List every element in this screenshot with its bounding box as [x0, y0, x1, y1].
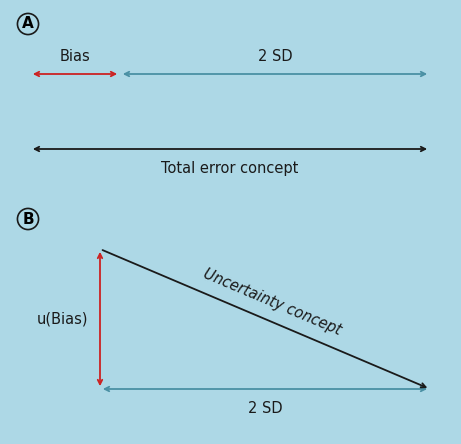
- Text: 2 SD: 2 SD: [258, 49, 292, 64]
- Text: Uncertainty concept: Uncertainty concept: [201, 266, 343, 338]
- Text: Bias: Bias: [59, 49, 90, 64]
- Text: B: B: [22, 211, 34, 226]
- Text: A: A: [22, 16, 34, 32]
- Text: 2 SD: 2 SD: [248, 401, 282, 416]
- Text: u(Bias): u(Bias): [36, 312, 88, 326]
- Text: Total error concept: Total error concept: [161, 161, 299, 176]
